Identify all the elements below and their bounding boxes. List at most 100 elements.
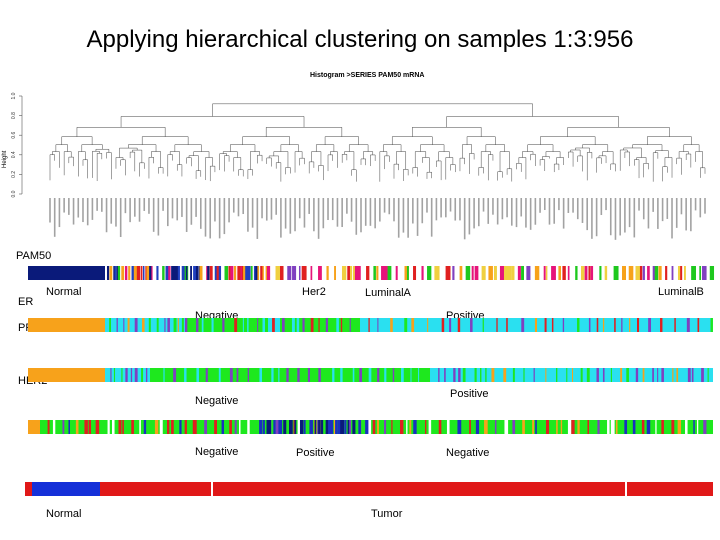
bar-stripe xyxy=(173,318,177,332)
bar-stripe xyxy=(309,420,313,434)
dendrogram-branch xyxy=(393,163,399,179)
dendrogram-branch xyxy=(540,136,596,145)
bar-stripe xyxy=(278,420,283,434)
dendrogram-branch xyxy=(76,127,166,137)
bar-stripe xyxy=(273,420,276,434)
bar-stripe xyxy=(647,266,650,280)
dendrogram-leaf-label xyxy=(119,198,122,238)
bar-stripe xyxy=(268,420,272,434)
dendrogram-leaf-label xyxy=(529,198,532,230)
bar-stripe xyxy=(47,420,50,434)
bar-stripe xyxy=(658,266,662,280)
dendrogram-branch xyxy=(247,169,253,180)
bar-segment xyxy=(28,266,105,280)
bar-stripe xyxy=(674,318,676,332)
bar-stripe xyxy=(493,266,497,280)
dendrogram-leaf-label xyxy=(214,198,216,222)
bar-stripe xyxy=(418,368,420,382)
dendrogram-leaf-label xyxy=(261,198,263,219)
dendrogram-leaf-label xyxy=(402,198,405,233)
bar-stripe xyxy=(438,368,440,382)
bar-segment xyxy=(625,482,627,496)
bar-stripe xyxy=(280,266,284,280)
dendrogram-branch xyxy=(487,154,494,181)
bar-stripe xyxy=(334,266,336,280)
bar-stripe xyxy=(75,420,79,434)
pr-class-negative: Negative xyxy=(195,395,239,407)
dendrogram-leaf-label xyxy=(265,198,268,221)
dendrogram-y-tick-label: 0.6 xyxy=(11,132,17,139)
dendrogram-leaf-label xyxy=(487,198,490,224)
bar-stripe xyxy=(199,266,203,280)
dendrogram-leaf-label xyxy=(228,198,230,223)
bar-stripe xyxy=(123,318,125,332)
dendrogram-branch xyxy=(602,151,614,164)
dendrogram-branch xyxy=(141,136,189,145)
bar-stripe xyxy=(272,318,275,332)
bar-stripe xyxy=(184,420,187,434)
dendrogram-leaf-label xyxy=(704,198,706,214)
dendrogram-leaf-label xyxy=(49,198,51,223)
bar-stripe xyxy=(642,368,645,382)
bar-stripe xyxy=(163,368,165,382)
bar-stripe xyxy=(192,420,197,434)
bar-stripe xyxy=(709,266,715,280)
bar-stripe xyxy=(349,266,353,280)
bar-stripe xyxy=(384,420,387,434)
dendrogram-branch xyxy=(530,153,536,167)
dendrogram-leaf-label xyxy=(101,198,103,212)
dendrogram-branch xyxy=(450,164,456,173)
bar-stripe xyxy=(577,318,580,332)
bar-stripe xyxy=(337,420,342,434)
dendrogram-branch xyxy=(167,154,173,177)
bar-stripe xyxy=(438,420,442,434)
bar-stripe xyxy=(696,420,699,434)
bar-stripe xyxy=(391,420,393,434)
bar-stripe xyxy=(567,266,570,280)
bar-stripe xyxy=(171,266,174,280)
dendrogram-branch xyxy=(169,151,180,165)
bar-stripe xyxy=(499,266,505,280)
bar-stripe xyxy=(590,266,594,280)
bar-background xyxy=(25,482,713,496)
dendrogram-leaf-label xyxy=(397,198,400,238)
dendrogram-leaf-label xyxy=(694,198,697,211)
dendrogram-branch xyxy=(68,156,74,167)
bar-stripe xyxy=(164,318,166,332)
dendrogram-branch xyxy=(384,155,390,170)
dendrogram-leaf-label xyxy=(270,198,273,220)
dendrogram-leaf-label xyxy=(609,198,612,236)
dendrogram-leaf-label xyxy=(501,198,504,220)
dendrogram-branch xyxy=(120,116,305,128)
dendrogram-branch xyxy=(360,158,366,166)
bar-stripe xyxy=(340,318,343,332)
dendrogram-branch xyxy=(341,154,348,163)
bar-stripe xyxy=(303,420,306,434)
dendrogram-leaf-label xyxy=(284,198,287,229)
bar-stripe xyxy=(287,266,292,280)
dendrogram-branch xyxy=(539,159,546,172)
dendrogram-branch xyxy=(330,151,338,168)
dendrogram-branch xyxy=(655,150,669,158)
bar-stripe xyxy=(156,266,159,280)
dendrogram-leaf-label xyxy=(218,198,221,239)
dendrogram-branch xyxy=(209,165,216,182)
bar-stripe xyxy=(221,420,225,434)
dendrogram-leaf-label xyxy=(308,198,310,214)
dendrogram-branch xyxy=(610,163,616,172)
bar-stripe xyxy=(330,420,334,434)
bar-stripe xyxy=(626,368,629,382)
bar-stripe xyxy=(646,420,651,434)
dendrogram-branch xyxy=(596,157,602,173)
bar-stripe xyxy=(635,266,641,280)
bar-stripe xyxy=(95,420,100,434)
dendrogram-leaf-label xyxy=(322,198,325,229)
dendrogram-branch xyxy=(265,127,343,137)
dendrogram-leaf-label xyxy=(148,198,150,214)
bar-stripe xyxy=(195,266,199,280)
bar-stripe xyxy=(142,266,145,280)
bar-stripe xyxy=(299,420,304,434)
dendrogram-branch xyxy=(257,154,263,164)
dendrogram-leaf-label xyxy=(426,198,428,213)
bar-stripe xyxy=(462,368,466,382)
